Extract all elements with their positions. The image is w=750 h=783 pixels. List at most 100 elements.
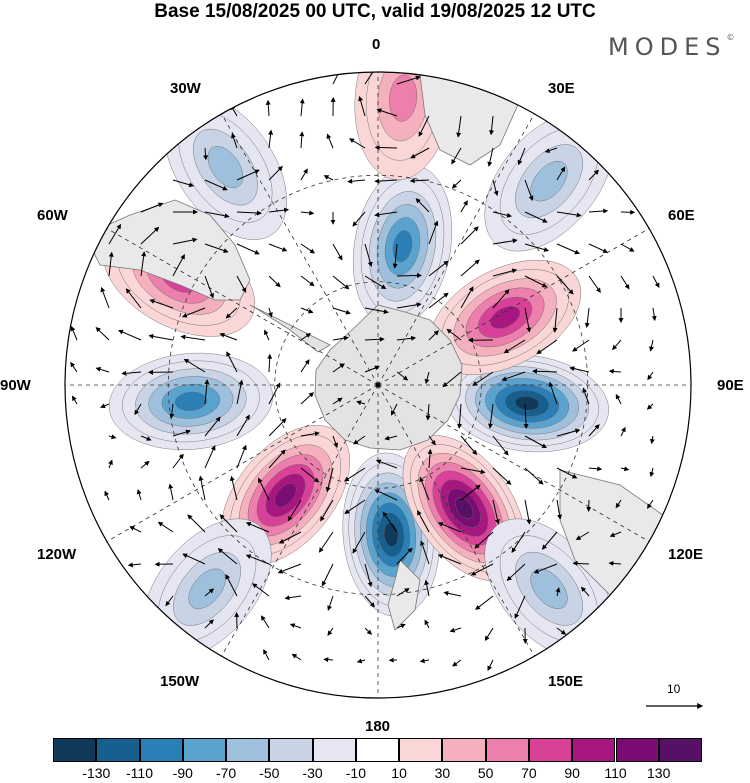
wind-vector: [268, 207, 290, 213]
wind-vector: [452, 659, 462, 667]
wind-vector: [356, 658, 366, 664]
wind-vector: [245, 554, 270, 565]
wind-vector: [449, 627, 462, 633]
wind-vector: [236, 379, 244, 405]
wind-vector: [217, 548, 238, 565]
wind-vector: [556, 467, 578, 479]
colorbar-tick-label: 90: [564, 765, 580, 781]
wind-vector: [95, 327, 110, 341]
wind-vector: [396, 75, 421, 85]
wind-vector: [415, 198, 430, 213]
wind-vector: [492, 435, 509, 456]
wind-vector: [456, 115, 462, 138]
wind-vector: [419, 476, 430, 501]
wind-vector: [437, 554, 462, 565]
wind-vector: [347, 178, 366, 184]
wind-vector: [382, 511, 398, 533]
wind-vector: [229, 475, 238, 501]
wind-vector: [649, 435, 655, 445]
wind-vector: [299, 98, 305, 117]
wind-vector: [524, 499, 532, 525]
colorbar-swatch: [182, 738, 227, 762]
wind-vector: [204, 179, 228, 191]
wind-vector: [556, 499, 562, 520]
wind-vector: [100, 403, 110, 409]
wind-vector: [353, 435, 366, 445]
wind-vector: [524, 179, 534, 202]
wind-vector: [451, 179, 462, 189]
wind-vector: [424, 619, 430, 629]
label-lon-150w: 150W: [160, 673, 200, 690]
colorbar-tick-label: -10: [345, 765, 367, 781]
wind-vector: [524, 467, 544, 485]
wind-vector: [327, 627, 334, 636]
latitude-circle: [274, 281, 482, 489]
map-title: Base 15/08/2025 00 UTC, valid 19/08/2025…: [154, 1, 596, 22]
wind-vector: [588, 466, 603, 472]
wind-vector: [204, 275, 214, 299]
wind-vector: [428, 435, 436, 446]
colorbar-tick-label: -30: [302, 765, 323, 781]
wind-vector: [325, 467, 334, 493]
wind-vector: [651, 307, 657, 322]
wind-vector: [420, 540, 430, 565]
wind-vector: [140, 226, 160, 245]
label-lon-120e: 120E: [668, 546, 704, 563]
wind-vector: [460, 435, 478, 456]
anomaly-contour: [455, 497, 474, 519]
wind-vector: [646, 403, 654, 410]
wind-vector: [172, 179, 195, 188]
wind-vector: [236, 169, 260, 181]
brand-name: MODES: [608, 33, 727, 61]
wind-vector: [489, 115, 494, 136]
wind-vector: [231, 132, 238, 149]
wind-vector: [332, 307, 351, 315]
wind-vector: [358, 95, 366, 117]
wind-vector: [620, 275, 630, 290]
wind-vector: [396, 588, 410, 597]
wind-vector: [443, 590, 462, 597]
wind-vector: [376, 108, 398, 117]
wind-vector: [278, 531, 302, 544]
wind-vector: [364, 563, 373, 588]
wind-vector: [364, 336, 385, 342]
wind-vector: [140, 251, 147, 277]
wind-vector: [344, 499, 366, 514]
wind-vector: [140, 460, 150, 469]
antarctica-landmass: [314, 304, 463, 451]
wind-vector: [332, 397, 343, 405]
wind-vector: [615, 499, 622, 509]
wind-vector: [300, 392, 314, 405]
wind-vector: [172, 429, 191, 437]
wind-vector: [649, 467, 655, 478]
wind-vector: [608, 368, 622, 374]
wind-vector: [524, 435, 547, 448]
wind-vector: [300, 467, 320, 483]
label-lon-150e: 150E: [548, 673, 584, 690]
wind-vector: [172, 453, 184, 469]
wind-vector: [556, 428, 581, 437]
wind-vector: [204, 211, 230, 219]
colorbar-swatch: [615, 738, 659, 762]
wind-vector: [268, 418, 287, 437]
wind-vector: [118, 329, 142, 341]
wind-vector: [524, 275, 548, 288]
wind-vector: [332, 335, 349, 341]
wind-vector: [492, 179, 499, 197]
wind-vector: [236, 243, 260, 255]
wind-vector: [323, 175, 334, 181]
wind-vector: [620, 243, 635, 252]
wind-vector: [300, 275, 315, 287]
colorbar-swatch: [355, 738, 400, 762]
graticule: [65, 72, 691, 698]
wind-vector: [226, 351, 238, 373]
wind-vector: [572, 339, 590, 352]
wind-vector: [374, 489, 398, 501]
wind-vector: [556, 275, 574, 295]
wind-vector: [349, 138, 366, 149]
wind-vector: [327, 595, 334, 611]
colorbar-tick-label: 70: [521, 765, 537, 781]
wind-vector: [245, 522, 270, 533]
anomaly-contour: [389, 74, 418, 122]
wind-vector: [487, 147, 494, 167]
